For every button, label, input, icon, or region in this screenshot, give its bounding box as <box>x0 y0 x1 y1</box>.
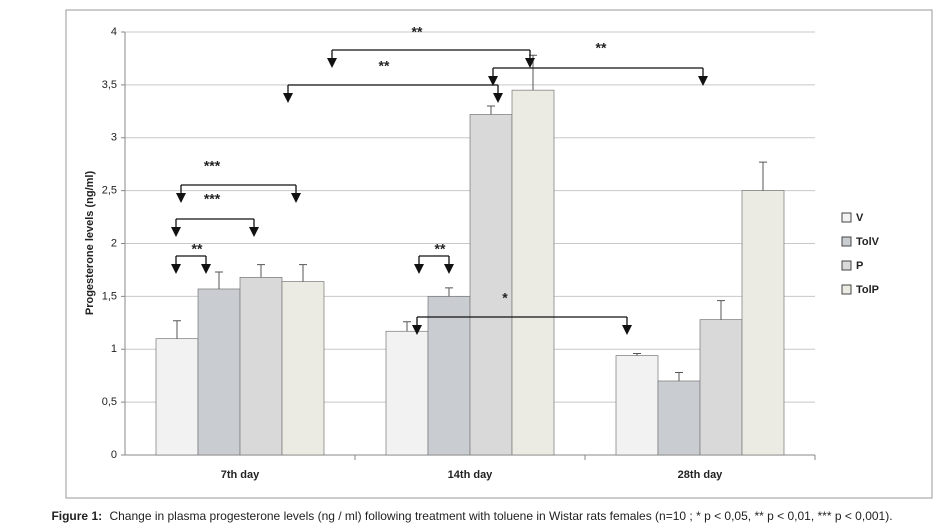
legend-swatch <box>841 260 852 271</box>
error-bar <box>717 300 725 320</box>
bar <box>239 276 283 456</box>
error-bar <box>487 105 495 115</box>
arrowhead <box>201 264 211 274</box>
error-bar <box>403 321 411 332</box>
y-tick-label: 3 <box>111 132 117 144</box>
legend-label: TolV <box>856 236 880 248</box>
legend-swatch <box>841 284 852 295</box>
arrowhead <box>291 193 301 203</box>
x-tick-label: 28th day <box>678 469 724 481</box>
legend-swatch <box>841 236 852 247</box>
error-bar <box>675 372 683 381</box>
bar <box>281 281 325 456</box>
y-tick-label: 0 <box>111 449 117 461</box>
error-bar <box>257 264 265 278</box>
error-bar <box>633 352 641 356</box>
y-tick-label: 0,5 <box>102 396 117 408</box>
bar <box>511 89 555 456</box>
chart-frame <box>65 9 933 499</box>
caption-label: Figure 1: <box>51 509 102 523</box>
error-bar <box>445 287 453 297</box>
arrowhead <box>176 193 186 203</box>
bar <box>197 288 241 456</box>
bar <box>699 319 743 456</box>
y-tick-label: 4 <box>111 26 117 38</box>
bar <box>615 355 659 456</box>
bar <box>469 114 513 456</box>
legend-label: P <box>856 260 863 272</box>
y-tick-label: 2,5 <box>102 185 117 197</box>
legend-label: V <box>856 212 864 224</box>
y-tick-label: 3,5 <box>102 79 117 91</box>
arrowhead <box>412 325 422 335</box>
arrowhead <box>249 227 259 237</box>
significance-label: *** <box>204 158 221 174</box>
bar <box>385 330 429 456</box>
significance-label: ** <box>379 58 390 74</box>
error-bar <box>299 264 307 282</box>
significance-label: ** <box>596 40 607 56</box>
bar <box>155 338 199 456</box>
significance-label: ** <box>192 241 203 257</box>
error-bar <box>173 320 181 339</box>
arrowhead <box>493 93 503 103</box>
caption-text: Change in plasma progesterone levels (ng… <box>109 509 892 523</box>
significance-label: *** <box>204 191 221 207</box>
legend-swatch <box>841 212 852 223</box>
legend-label: TolP <box>856 284 879 296</box>
arrowhead <box>622 325 632 335</box>
arrowhead <box>488 76 498 86</box>
arrowhead <box>414 264 424 274</box>
y-tick-label: 1,5 <box>102 290 117 302</box>
error-bar <box>759 161 767 191</box>
significance-label: ** <box>412 24 423 40</box>
bar <box>657 380 701 456</box>
arrowhead <box>171 264 181 274</box>
arrowhead <box>444 264 454 274</box>
arrowhead <box>525 58 535 68</box>
error-bar <box>215 271 223 289</box>
arrowhead <box>283 93 293 103</box>
x-tick-label: 14th day <box>448 469 494 481</box>
bar <box>427 296 471 456</box>
y-tick-label: 2 <box>111 237 117 249</box>
arrowhead <box>327 58 337 68</box>
y-axis-label: Progesterone levels (ng/ml) <box>84 171 96 316</box>
x-tick-label: 7th day <box>221 469 260 481</box>
significance-label: * <box>502 290 508 306</box>
bar <box>741 190 785 456</box>
arrowhead <box>171 227 181 237</box>
caption: Figure 1: Change in plasma progesterone … <box>51 509 892 523</box>
arrowhead <box>698 76 708 86</box>
y-tick-label: 1 <box>111 343 117 355</box>
significance-label: ** <box>435 241 446 257</box>
